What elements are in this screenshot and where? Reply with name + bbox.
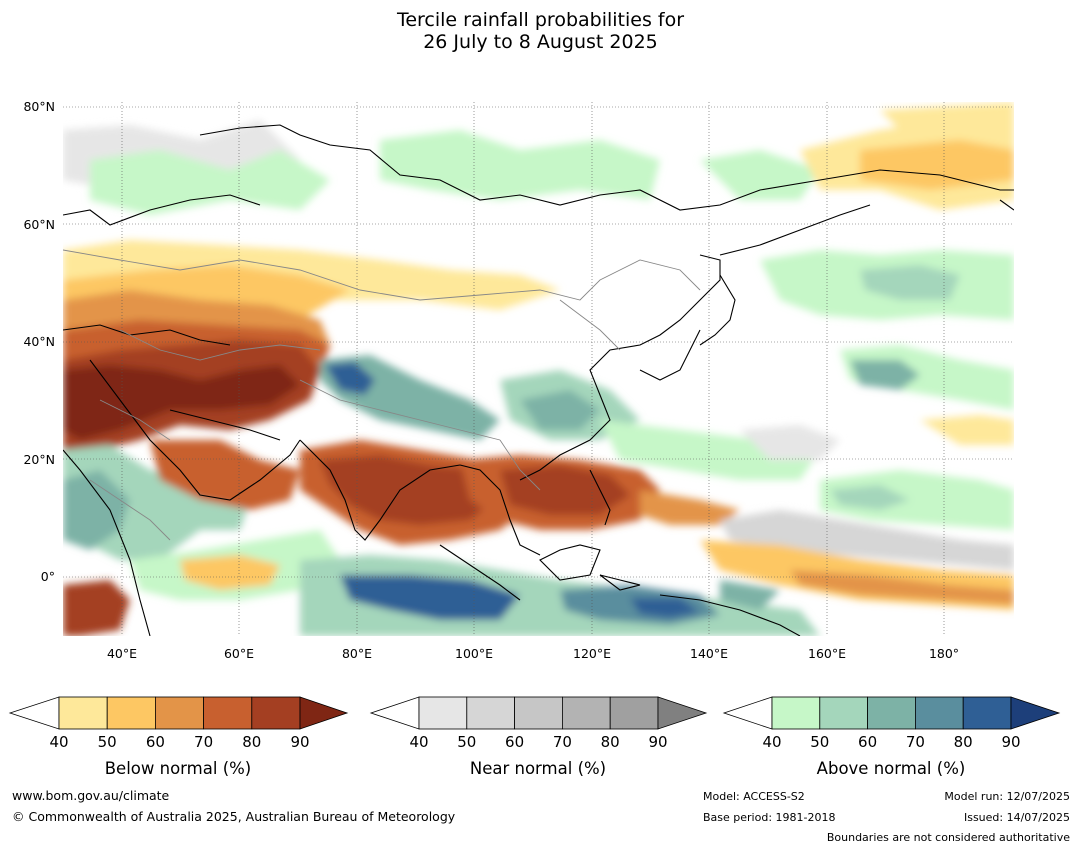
colorbar-segment (106, 696, 156, 730)
lon-label-40e: 40°E (106, 646, 138, 661)
colorbar-segment (203, 696, 253, 730)
graticule (63, 102, 1014, 636)
lon-label-140e: 140°E (689, 646, 729, 661)
colorbar-extend-high (299, 696, 349, 730)
lon-label-60e: 60°E (223, 646, 255, 661)
colorbar-tick-label: 80 (953, 733, 973, 751)
colorbar-extend-low (8, 696, 60, 730)
colorbar-tick-label: 90 (648, 733, 668, 751)
colorbar-tick-label: 80 (242, 733, 262, 751)
colorbar-segment (418, 696, 468, 730)
colorbar-segment (867, 696, 916, 730)
lon-label-180: 180° (928, 646, 960, 661)
colorbar-extend-high (1010, 696, 1061, 730)
website-link[interactable]: www.bom.gov.au/climate (12, 788, 170, 803)
colorbar-near-normal (369, 696, 708, 730)
colorbar-above-normal (722, 696, 1061, 730)
colorbar-extend-high (657, 696, 708, 730)
colorbar-tick-label: 90 (1001, 733, 1021, 751)
country-borders (63, 249, 701, 541)
colorbar-label-near: Near normal (%) (469, 759, 607, 778)
issued-text: Issued: 14/07/2025 (963, 811, 1070, 824)
colorbar-tick-label: 40 (49, 733, 69, 751)
lon-label-120e: 120°E (572, 646, 612, 661)
colorbar-segment (915, 696, 964, 730)
colorbar-segment (962, 696, 1012, 730)
colorbar-extend-low (369, 696, 420, 730)
copyright-text: © Commonwealth of Australia 2025, Austra… (12, 809, 456, 824)
colorbar-segment (771, 696, 821, 730)
lat-label-20n: 20°N (23, 452, 55, 467)
model-text: Model: ACCESS-S2 (703, 790, 805, 803)
colorbar-segment (562, 696, 611, 730)
map-title: Tercile rainfall probabilities for 26 Ju… (0, 9, 1081, 53)
title-line-1: Tercile rainfall probabilities for (396, 9, 685, 31)
colorbar-tick-label: 60 (505, 733, 525, 751)
colorbar-tick-label: 60 (858, 733, 878, 751)
colorbar-tick-label: 40 (409, 733, 429, 751)
lat-label-0: 0° (40, 569, 55, 584)
lat-label-60n: 60°N (23, 217, 55, 232)
lon-label-100e: 100°E (454, 646, 494, 661)
colorbar-segment (58, 696, 108, 730)
boundaries-note: Boundaries are not considered authoritat… (826, 831, 1070, 844)
colorbar-segment (466, 696, 515, 730)
colorbar-below-normal (8, 696, 349, 730)
coastlines (63, 124, 1014, 636)
colorbar-tick-label: 60 (145, 733, 165, 751)
colorbar-segment (609, 696, 659, 730)
lat-label-40n: 40°N (23, 334, 55, 349)
title-line-2: 26 July to 8 August 2025 (423, 31, 658, 53)
colorbar-segment (514, 696, 563, 730)
probability-fields (63, 102, 1014, 636)
probability-map (63, 102, 1014, 636)
colorbar-tick-label: 80 (600, 733, 620, 751)
colorbar-segment (819, 696, 868, 730)
base-period-text: Base period: 1981-2018 (703, 811, 836, 824)
colorbar-segment (251, 696, 301, 730)
colorbar-tick-label: 70 (905, 733, 925, 751)
colorbars (8, 696, 1061, 730)
lat-label-80n: 80°N (23, 99, 55, 114)
colorbar-label-above: Above normal (%) (816, 759, 966, 778)
lon-label-80e: 80°E (341, 646, 373, 661)
colorbar-tick-label: 50 (457, 733, 477, 751)
colorbar-tick-label: 50 (810, 733, 830, 751)
map-area: 80°N 60°N 40°N 20°N 0° 40°E 60°E 80°E 10… (23, 99, 1014, 661)
model-run-text: Model run: 12/07/2025 (944, 790, 1070, 803)
colorbar-tick-label: 40 (762, 733, 782, 751)
colorbar-segment (154, 696, 204, 730)
colorbar-label-below: Below normal (%) (104, 759, 252, 778)
colorbar-extend-low (722, 696, 773, 730)
colorbar-tick-label: 70 (194, 733, 214, 751)
colorbar-tick-label: 50 (97, 733, 117, 751)
lon-label-160e: 160°E (807, 646, 847, 661)
colorbar-tick-label: 90 (290, 733, 310, 751)
colorbar-tick-label: 70 (552, 733, 572, 751)
